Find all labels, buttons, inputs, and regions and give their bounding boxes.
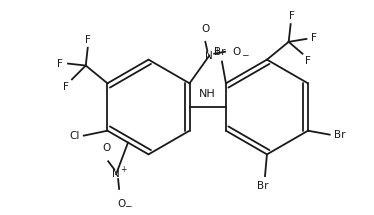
Text: F: F (63, 82, 69, 92)
Text: F: F (85, 35, 91, 45)
Text: Cl: Cl (70, 131, 80, 141)
Text: −: − (124, 201, 132, 210)
Text: NH: NH (199, 89, 216, 99)
Text: Br: Br (214, 47, 226, 57)
Text: +: + (213, 46, 220, 55)
Text: O: O (102, 143, 110, 154)
Text: O: O (117, 199, 125, 209)
Text: F: F (57, 58, 63, 69)
Text: Br: Br (257, 181, 269, 191)
Text: F: F (312, 33, 317, 43)
Text: Br: Br (334, 130, 345, 140)
Text: F: F (289, 11, 295, 21)
Text: N: N (205, 51, 213, 61)
Text: O: O (201, 24, 209, 34)
Text: F: F (306, 56, 311, 66)
Text: −: − (241, 50, 249, 59)
Text: +: + (120, 165, 126, 174)
Text: N: N (112, 169, 120, 179)
Text: O: O (233, 47, 241, 57)
